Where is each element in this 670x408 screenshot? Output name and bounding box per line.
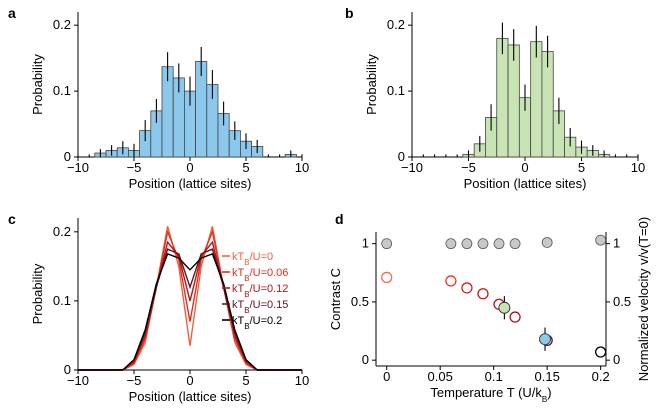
right-y-tick-label: 1 (613, 236, 620, 251)
panel-label: d (335, 211, 344, 227)
panel-label: c (8, 211, 16, 227)
panel-label: a (8, 5, 16, 21)
x-tick-label: 0 (186, 373, 193, 388)
x-axis-label: Position (lattice sites) (129, 389, 252, 404)
contrast-marker (595, 346, 607, 358)
y-axis-label: Probability (30, 54, 45, 115)
x-tick-label: 5 (242, 373, 249, 388)
velocity-marker (595, 234, 607, 246)
x-tick-label: −10 (67, 373, 89, 388)
x-axis-label: Temperature T (U/kB) (430, 385, 551, 404)
x-tick-label: 0.2 (592, 369, 610, 384)
y-tick-label: 0.2 (53, 17, 71, 32)
y-axis-label: Probability (30, 263, 45, 324)
x-tick-label: 5 (242, 160, 249, 175)
velocity-marker (477, 238, 489, 250)
x-tick-label: 0.15 (535, 369, 560, 384)
series-line (78, 252, 302, 371)
x-tick-label: 0.05 (428, 369, 453, 384)
velocity-marker (509, 238, 521, 250)
velocity-marker (541, 237, 553, 248)
histogram-bar (530, 41, 543, 158)
panel-c-chart: −10 −5 0 5 10 0 0.1 0.2 Position (lattice sites)… (30, 218, 309, 404)
contrast-marker (509, 311, 521, 323)
y-tick-label: 0.1 (387, 83, 405, 98)
legend-label: kTB/U=0.12 (232, 283, 288, 299)
velocity-marker (493, 238, 505, 250)
y-tick-label: 0.2 (387, 17, 405, 32)
x-tick-label: 0 (521, 160, 528, 175)
x-tick-label: 0 (186, 160, 193, 175)
panel-a-chart: −10 −5 0 5 10 0 0.1 0.2 Position (lattice sites)… (30, 12, 309, 191)
velocity-marker (381, 238, 393, 250)
x-tick-label: 0.1 (485, 369, 503, 384)
contrast-marker (381, 271, 393, 284)
panel-label: b (345, 5, 354, 21)
y-axis-label: Probability (364, 54, 379, 115)
right-y-tick-label: 0.5 (613, 294, 631, 309)
legend-label: kTB/U=0 (232, 251, 273, 267)
legend-label: kTB/U=0.15 (232, 299, 288, 315)
y-tick-label: 0 (64, 149, 71, 164)
x-tick-label: −10 (67, 160, 89, 175)
contrast-marker (445, 275, 457, 287)
x-tick-label: −10 (401, 160, 423, 175)
y-tick-label: 0.2 (53, 224, 71, 239)
measured-marker (539, 333, 551, 346)
x-tick-label: −5 (127, 373, 142, 388)
y-tick-label: 0.1 (53, 83, 71, 98)
velocity-marker (461, 238, 473, 250)
histogram-bar (496, 37, 509, 158)
y-tick-label: 0 (64, 362, 71, 377)
x-tick-label: −5 (461, 160, 476, 175)
contrast-marker (461, 282, 473, 294)
x-axis-label: Position (lattice sites) (464, 176, 587, 191)
panel-b-chart: −10 −5 0 5 10 0 0.1 0.2 Position (lattice sites)… (364, 12, 645, 191)
legend-label: kTB/U=0.06 (232, 267, 288, 283)
y-tick-label: 0.1 (53, 293, 71, 308)
legend-label: kTB/U=0.2 (232, 315, 282, 331)
x-tick-label: 0 (383, 369, 390, 384)
y-axis-label: Contrast C (328, 268, 343, 330)
x-tick-label: 10 (295, 373, 309, 388)
y-tick-label: 0 (362, 352, 369, 367)
velocity-marker (445, 238, 457, 250)
x-axis-label: Position (lattice sites) (129, 176, 252, 191)
x-tick-label: −5 (127, 160, 142, 175)
x-tick-label: 10 (631, 160, 645, 175)
y-tick-label: 0.5 (351, 294, 369, 309)
right-y-tick-label: 0 (613, 352, 620, 367)
right-y-axis-label: Normalized velocity v/v(T=0) (636, 217, 651, 381)
measured-marker (498, 301, 511, 314)
x-tick-label: 5 (578, 160, 585, 175)
y-tick-label: 1 (362, 236, 369, 251)
contrast-marker (477, 288, 489, 300)
histogram-bar (507, 44, 520, 158)
y-tick-label: 0 (398, 149, 405, 164)
x-tick-label: 10 (295, 160, 309, 175)
